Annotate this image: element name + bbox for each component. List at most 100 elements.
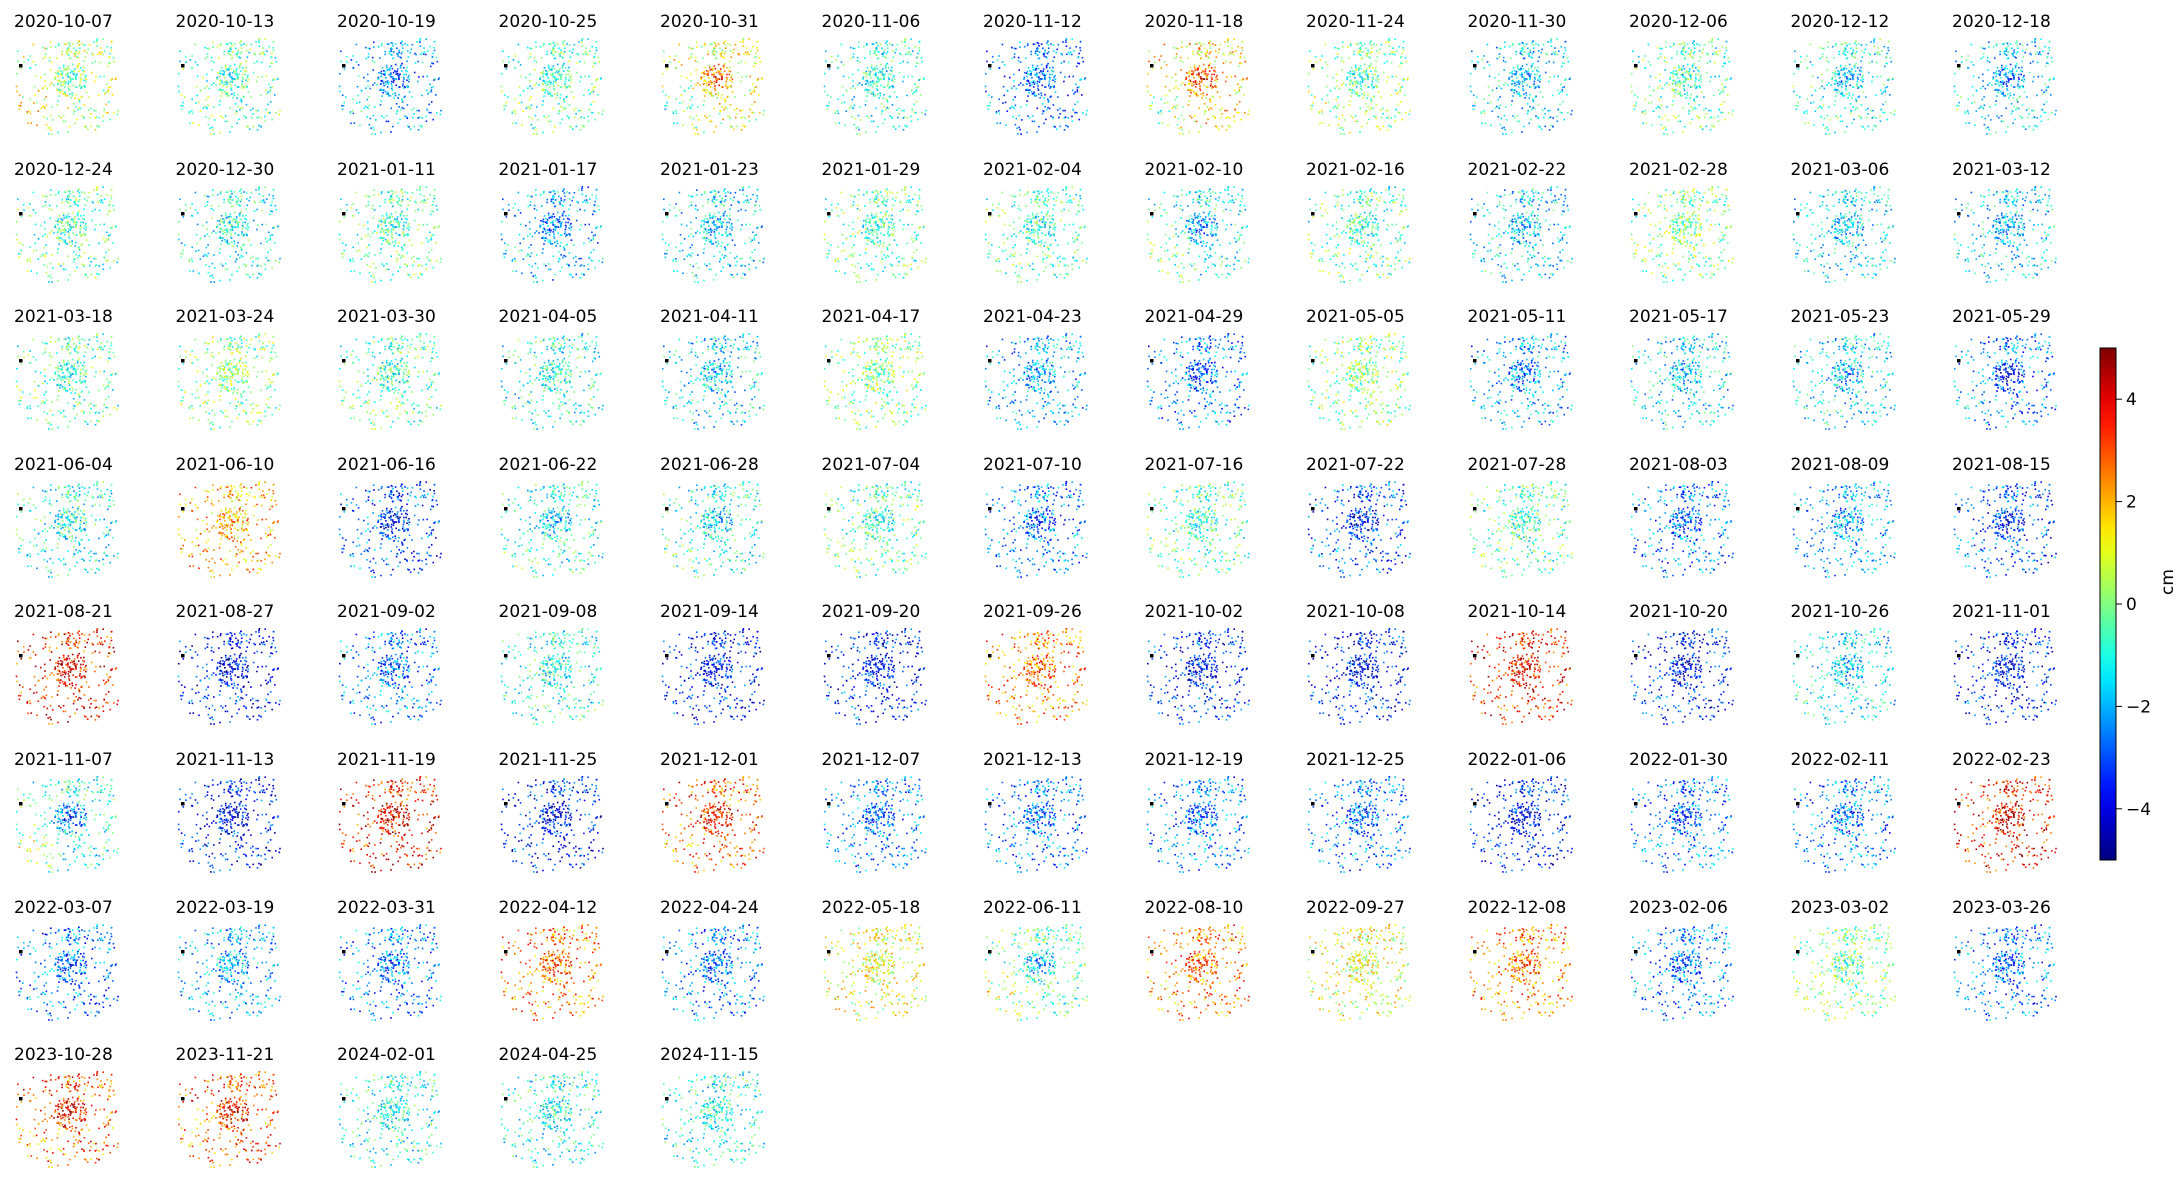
- scatter-point: [706, 70, 708, 72]
- scatter-point: [2005, 48, 2008, 50]
- scatter-point: [1799, 61, 1802, 63]
- scatter-point: [711, 50, 714, 53]
- panel-title: 2020-10-25: [499, 12, 598, 32]
- scatter-point: [724, 99, 727, 102]
- scatter-point: [592, 101, 594, 103]
- scatter-point: [530, 104, 532, 107]
- scatter-point: [61, 72, 63, 75]
- scatter-point: [1356, 83, 1359, 85]
- scatter-point: [1994, 72, 1997, 74]
- scatter-point: [1710, 109, 1712, 112]
- scatter-point: [264, 89, 266, 92]
- scatter-point: [552, 41, 554, 44]
- scatter-point: [574, 113, 577, 115]
- scatter-point: [2055, 109, 2057, 112]
- scatter-point: [862, 76, 864, 79]
- scatter-point: [715, 93, 717, 95]
- scatter-point: [527, 116, 530, 118]
- scatter-point: [1688, 110, 1691, 113]
- scatter-point: [57, 227, 59, 230]
- scatter-point: [1559, 45, 1562, 48]
- scatter-point: [2010, 84, 2012, 87]
- scatter-point: [864, 100, 867, 102]
- scatter-point: [1004, 101, 1007, 104]
- scatter-point: [373, 128, 375, 131]
- scatter-point: [537, 84, 540, 86]
- scatter-point: [1342, 46, 1344, 48]
- scatter-point: [1680, 81, 1682, 84]
- scatter-point: [2045, 65, 2047, 68]
- scatter-point: [220, 89, 222, 91]
- scatter-point: [1982, 47, 1985, 50]
- scatter-point: [1834, 43, 1837, 45]
- scatter-point: [73, 68, 76, 70]
- scatter-point: [1690, 76, 1692, 78]
- scatter-point: [1684, 93, 1686, 95]
- scatter-point: [17, 198, 19, 200]
- scatter-point: [1698, 66, 1700, 69]
- scatter-point: [419, 124, 421, 127]
- scatter-point: [34, 242, 36, 244]
- scatter-point: [897, 107, 900, 110]
- scatter-point: [886, 85, 888, 87]
- scatter-point: [1365, 53, 1367, 55]
- scatter-point: [1825, 126, 1828, 129]
- scatter-point: [390, 48, 393, 50]
- scatter-point: [415, 53, 417, 56]
- scatter-point: [1521, 41, 1523, 44]
- scatter-point: [1692, 57, 1694, 59]
- scatter-point: [373, 61, 376, 63]
- scatter-point: [710, 95, 713, 97]
- scatter-point: [1826, 46, 1829, 48]
- scatter-point: [1637, 96, 1639, 98]
- scatter-point: [892, 80, 895, 83]
- scatter-point: [590, 45, 593, 48]
- scatter-point: [582, 126, 585, 128]
- scatter-point: [425, 120, 428, 122]
- scatter-point: [2013, 106, 2015, 108]
- scatter-point: [578, 60, 581, 63]
- scatter-point: [1834, 44, 1836, 47]
- scatter-point: [702, 57, 704, 59]
- scatter-point: [2036, 126, 2038, 128]
- scatter-point: [1006, 90, 1009, 92]
- scatter-point: [1731, 113, 1734, 116]
- scatter-point: [2009, 94, 2012, 97]
- scatter-point: [433, 49, 436, 52]
- scatter-point: [32, 191, 35, 193]
- scatter-point: [1209, 51, 1211, 53]
- scatter-point: [1398, 83, 1400, 86]
- scatter-point: [2016, 40, 2018, 43]
- scatter-point: [1239, 56, 1241, 58]
- scatter-point: [1697, 73, 1699, 76]
- scatter-point: [1342, 41, 1344, 43]
- scatter-point: [15, 85, 18, 88]
- scatter-point: [1672, 44, 1675, 47]
- scatter-point: [1499, 123, 1501, 126]
- scatter-point: [2005, 72, 2007, 74]
- scatter-point: [558, 122, 561, 125]
- scatter-point: [1210, 73, 1213, 76]
- scatter-point: [49, 69, 51, 71]
- scatter-point: [1523, 71, 1525, 74]
- scatter-point: [365, 105, 367, 108]
- scatter-point: [723, 64, 725, 67]
- scatter-point: [1358, 74, 1360, 76]
- scatter-point: [1352, 84, 1354, 87]
- scatter-point: [587, 120, 589, 122]
- scatter-point: [85, 226, 88, 228]
- scatter-point: [885, 70, 887, 72]
- scatter-point: [679, 102, 681, 104]
- scatter-point: [1718, 75, 1720, 78]
- scatter-point: [1214, 85, 1217, 88]
- scatter-point: [66, 74, 68, 76]
- scatter-point: [2025, 48, 2027, 51]
- scatter-point: [1695, 87, 1697, 89]
- scatter-point: [897, 113, 900, 115]
- scatter-point: [44, 53, 47, 55]
- scatter-point: [245, 125, 248, 128]
- scatter-point: [1683, 87, 1685, 90]
- scatter-point: [207, 104, 209, 107]
- scatter-point: [1673, 80, 1676, 82]
- scatter-point: [383, 116, 385, 119]
